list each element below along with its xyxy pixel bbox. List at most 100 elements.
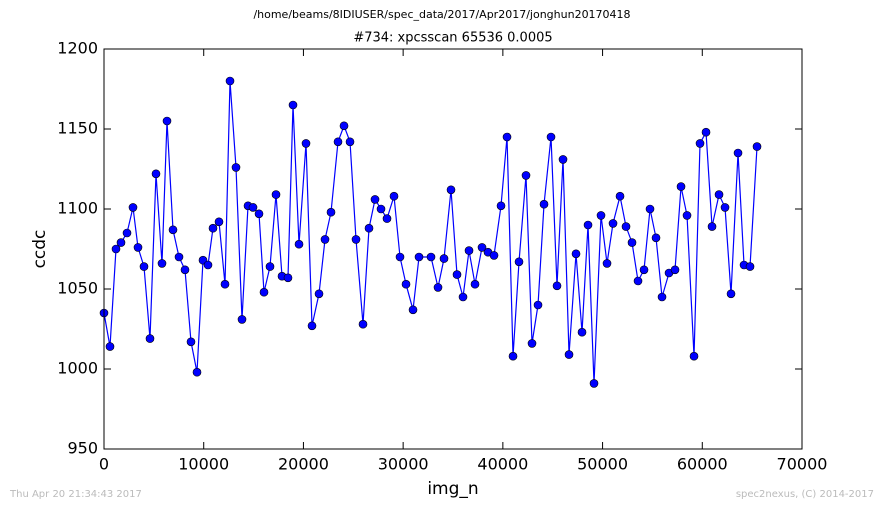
data-point (128, 203, 138, 212)
data-point (271, 190, 281, 199)
data-point (139, 262, 149, 271)
x-tick-label: 60000 (677, 455, 728, 474)
data-point (752, 142, 762, 151)
data-point (162, 116, 172, 126)
data-point (707, 222, 717, 231)
data-point (265, 262, 275, 271)
data-point (283, 273, 293, 283)
data-point (433, 283, 443, 292)
data-point (157, 259, 167, 268)
data-point (720, 203, 730, 212)
data-point (288, 100, 298, 110)
data-point (351, 235, 361, 244)
footer-right: spec2nexus, (C) 2014-2017 (736, 489, 874, 500)
data-point (701, 127, 711, 137)
data-point (307, 321, 317, 331)
data-point (389, 191, 399, 201)
data-point (180, 265, 190, 275)
data-point (168, 225, 178, 235)
data-point (401, 279, 411, 289)
data-point (489, 251, 499, 260)
data-point (408, 305, 418, 315)
data-point (339, 121, 349, 131)
data-point (464, 246, 474, 255)
data-point (621, 222, 631, 231)
data-point (608, 219, 618, 228)
data-point (521, 171, 531, 180)
data-point (111, 244, 121, 254)
data-point (214, 217, 224, 227)
data-point (254, 209, 264, 219)
data-point (225, 76, 235, 86)
x-tick-label: 30000 (378, 455, 429, 474)
footer-left: Thu Apr 20 21:34:43 2017 (9, 489, 142, 500)
x-axis-label: img_n (427, 479, 478, 499)
data-point (558, 155, 568, 164)
data-point (502, 132, 512, 142)
data-point (726, 289, 736, 299)
data-point (527, 339, 537, 348)
data-point (259, 287, 269, 297)
chart-title: #734: xpcsscan 65536 0.0005 (353, 31, 552, 46)
y-tick-label: 950 (67, 439, 98, 458)
y-tick-label: 1150 (57, 119, 98, 138)
plot-frame (103, 48, 803, 450)
data-point (676, 182, 686, 191)
data-point (237, 315, 247, 324)
data-point (231, 163, 241, 172)
data-point (651, 233, 661, 243)
data-point (174, 252, 184, 262)
data-point (714, 190, 724, 199)
data-point (514, 257, 524, 267)
data-point (583, 220, 593, 230)
data-point (670, 265, 680, 275)
data-point (452, 270, 462, 279)
y-tick-label: 1100 (57, 199, 98, 218)
data-point (203, 260, 213, 270)
data-point (458, 292, 468, 302)
data-point (208, 223, 218, 233)
data-point (414, 252, 424, 262)
data-point (192, 367, 202, 377)
data-point (639, 265, 649, 275)
data-point (552, 281, 562, 291)
data-point (571, 249, 581, 259)
data-point (577, 327, 587, 337)
data-point (326, 207, 336, 217)
data-point (105, 342, 115, 351)
data-point (301, 139, 311, 148)
data-point (695, 139, 705, 148)
data-point (364, 223, 374, 233)
x-tick-label: 40000 (477, 455, 528, 474)
y-axis-label: ccdc (30, 230, 50, 269)
data-point (539, 199, 549, 209)
suptitle: /home/beams/8IDIUSER/spec_data/2017/Apr2… (253, 8, 630, 21)
data-point (602, 259, 612, 268)
data-point (426, 252, 436, 262)
y-tick-label: 1050 (57, 279, 98, 298)
data-point (186, 337, 196, 347)
x-tick-label: 50000 (577, 455, 628, 474)
data-point (145, 334, 155, 343)
data-point (320, 235, 330, 244)
data-point (133, 243, 143, 252)
data-point (589, 379, 599, 388)
data-point (376, 204, 386, 214)
x-tick-label: 20000 (278, 455, 329, 474)
data-point (615, 191, 625, 201)
data-point (733, 148, 743, 158)
x-tick-label: 10000 (178, 455, 229, 474)
data-point (496, 201, 506, 211)
data-point (627, 238, 637, 247)
data-point (122, 228, 132, 238)
data-point (657, 292, 667, 302)
data-point (633, 276, 643, 286)
y-tick-label: 1000 (57, 359, 98, 378)
data-point (645, 204, 655, 214)
x-tick-label: 70000 (777, 455, 828, 474)
y-tick-label: 1200 (57, 39, 98, 58)
data-point (248, 203, 258, 212)
data-point (745, 262, 755, 271)
